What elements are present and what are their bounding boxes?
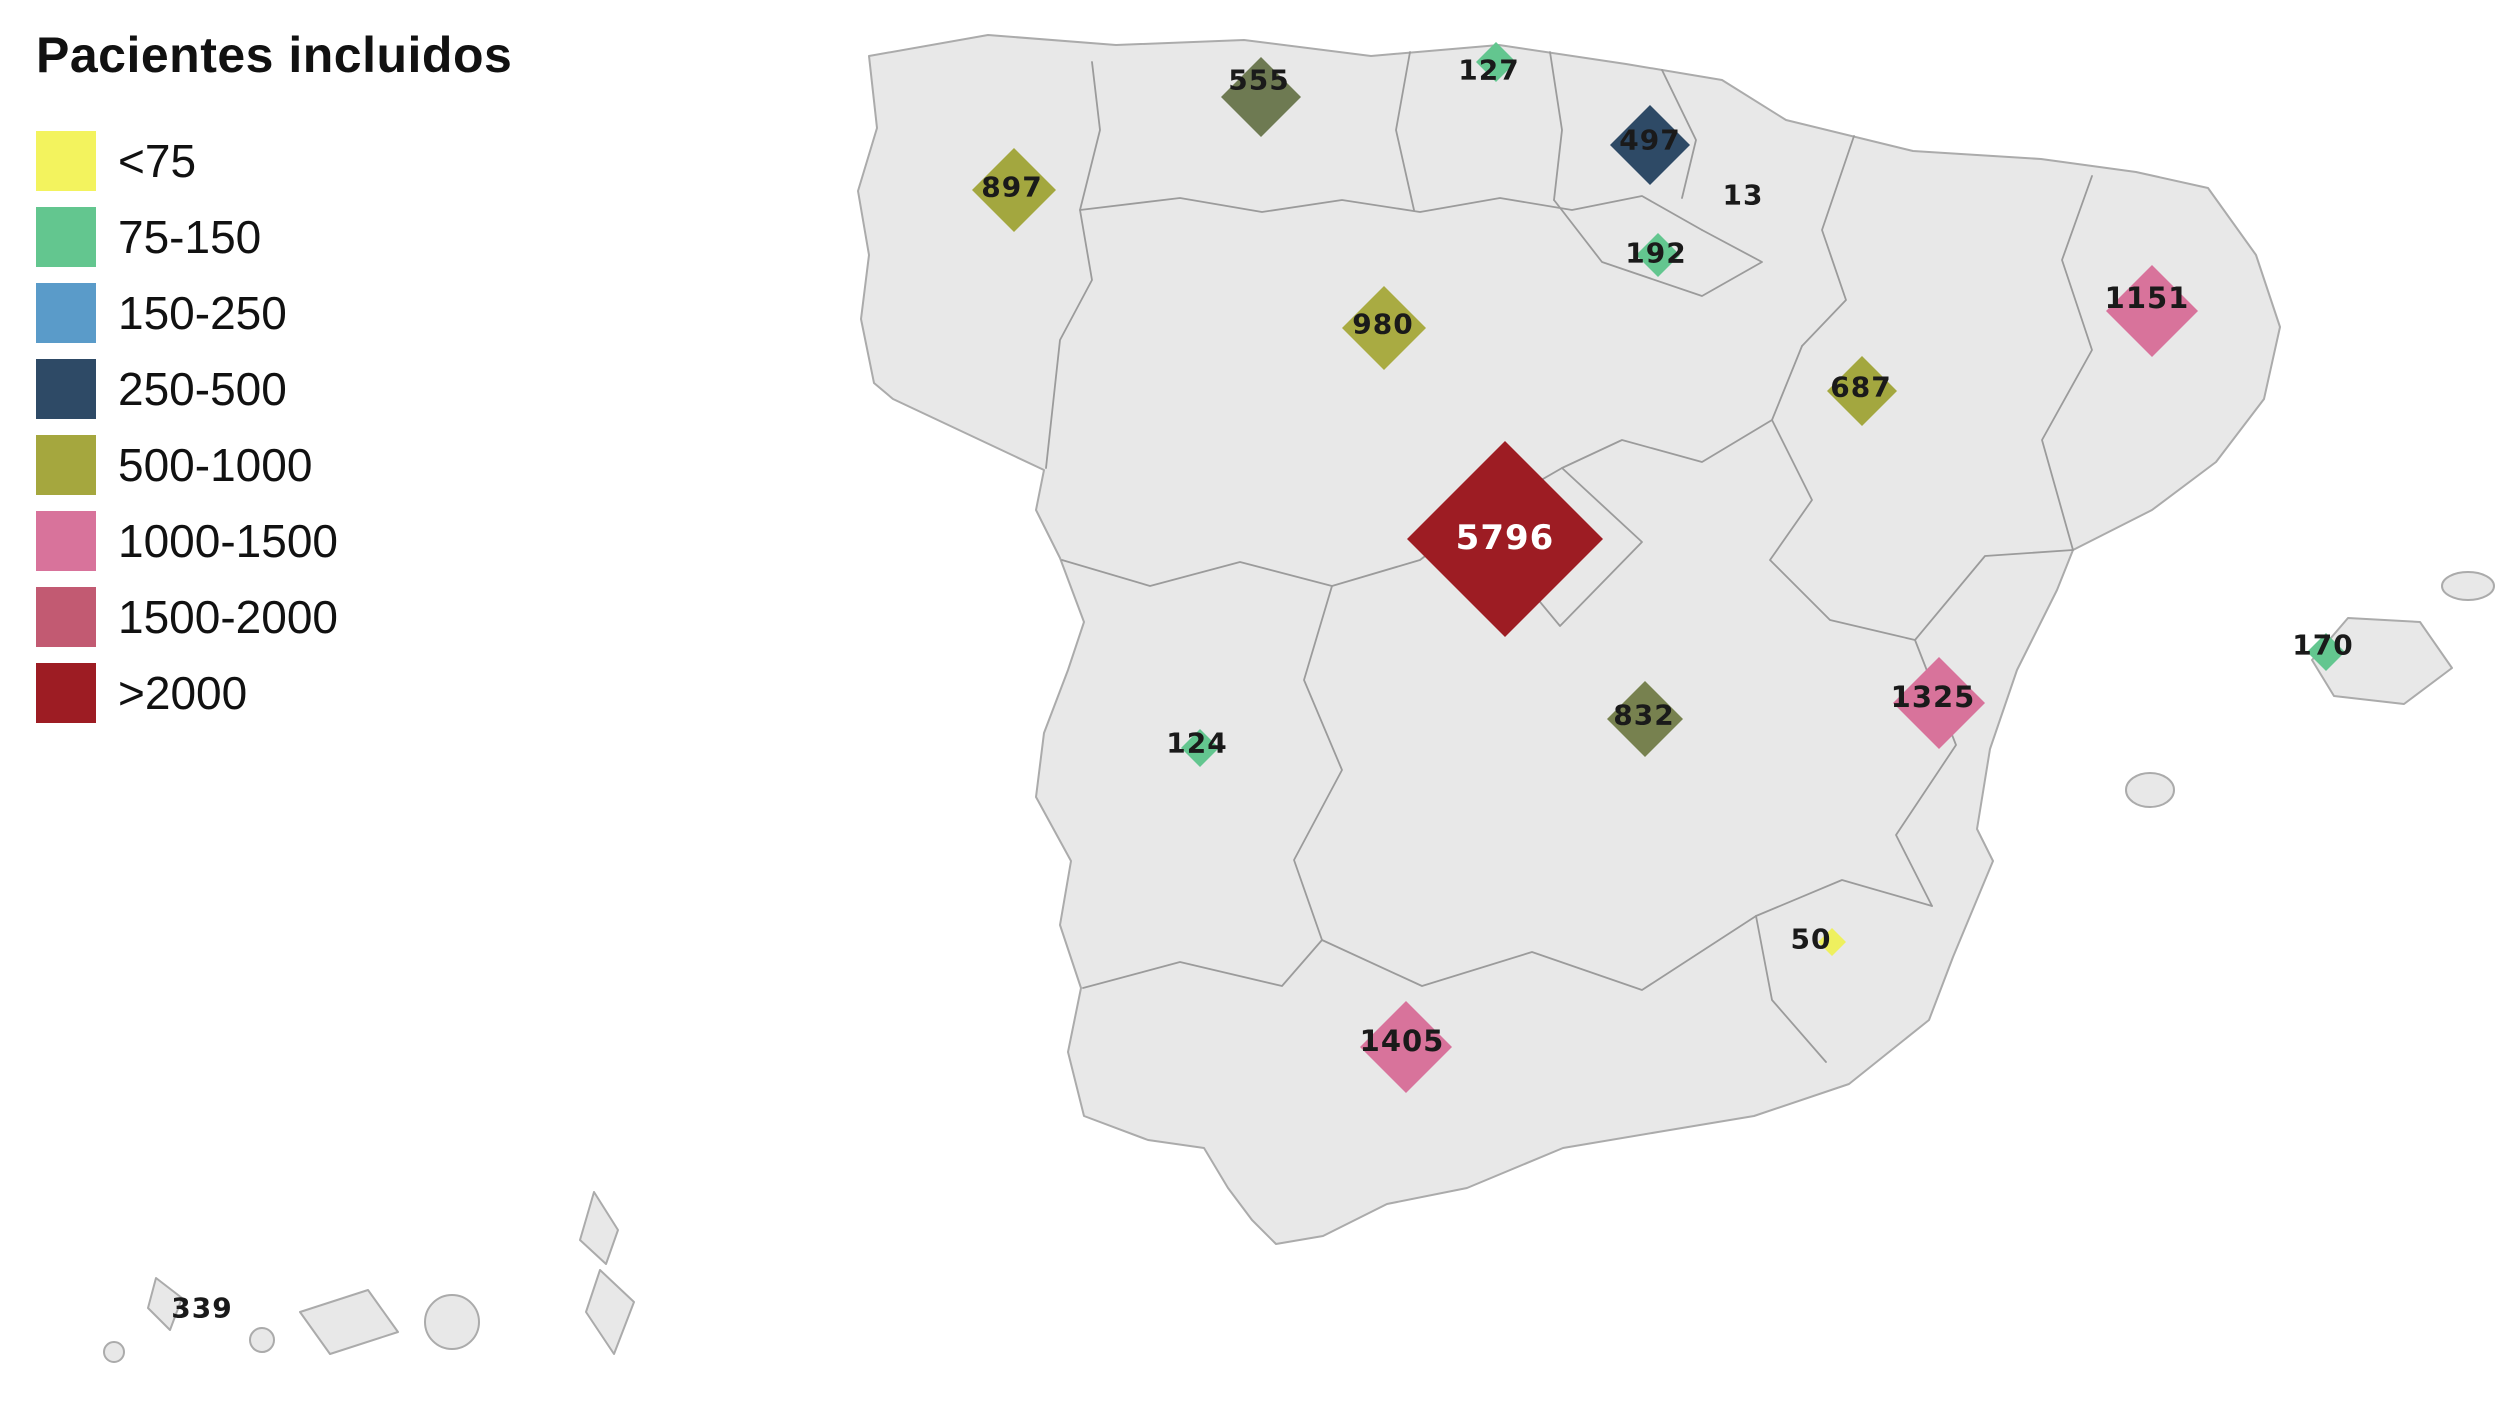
legend-item: 250-500 [36,359,512,419]
legend-swatch [36,283,96,343]
lanzarote-island [579,1191,619,1265]
balearic-islands [2125,571,2495,808]
border-basque-navarra [1661,69,1697,199]
marker-label-170: 170 [2292,629,2353,662]
marker-label-1325: 1325 [1891,680,1976,714]
marker-diamond-687 [1827,356,1897,426]
legend-swatch [36,131,96,191]
legend-item: 500-1000 [36,435,512,495]
fuerteventura-island [585,1269,635,1355]
tenerife-island [299,1289,399,1355]
marker-label-897: 897 [981,171,1042,204]
marker-label-124: 124 [1166,727,1227,760]
legend-item: 1000-1500 [36,511,512,571]
legend-label: 1000-1500 [118,515,338,567]
marker-diamond-1405 [1360,1001,1452,1093]
border-navarra-aragon [1801,135,1855,347]
marker-layer: 555 127 497 13 897 192 980 1151 687 5796 832 1325 12… [171,42,2353,1325]
legend-label: 75-150 [118,211,262,263]
legend-swatch [36,207,96,267]
legend-item: 75-150 [36,207,512,267]
marker-label-980: 980 [1352,308,1413,341]
marker-label-50: 50 [1791,923,1832,956]
marker-diamond-832 [1607,681,1683,757]
border-extremadura-east [1293,585,1343,941]
border-aragon-west [1769,345,1916,641]
marker-diamond-5796 [1407,441,1603,637]
legend: Pacientes incluidos <75 75-150 150-250 250-… [36,28,512,739]
legend-label: 250-500 [118,363,287,415]
marker-diamond-124 [1181,729,1219,767]
legend-item: <75 [36,131,512,191]
marker-label-1151: 1151 [2105,281,2190,315]
marker-diamond-170 [2307,633,2345,671]
legend-swatch [36,435,96,495]
legend-label: 1500-2000 [118,591,338,643]
legend-label: 150-250 [118,287,287,339]
border-murcia-north [1755,879,1933,917]
legend-title: Pacientes incluidos [36,27,513,83]
border-andalusia-north [1082,915,1757,991]
border-murcia-west [1755,915,1827,1063]
marker-label-1405: 1405 [1360,1024,1445,1058]
legend-item: 150-250 [36,283,512,343]
legend-swatch [36,587,96,647]
el-hierro-island [103,1341,125,1363]
legend-label: >2000 [118,667,248,719]
marker-diamond-50 [1818,928,1846,956]
marker-label-339: 339 [171,1292,232,1325]
border-galicia [1045,61,1101,469]
legend-items: <75 75-150 150-250 250-500 500-1000 1000-1500… [36,131,512,723]
la-palma-island [147,1277,183,1331]
border-guadalajara-north [1561,419,1773,469]
marker-diamond-1151 [2106,265,2198,357]
marker-label-497: 497 [1619,124,1680,157]
marker-diamond-1325 [1893,657,1985,749]
marker-diamond-192 [1636,233,1680,277]
marker-diamond-980 [1342,286,1426,370]
marker-label-192: 192 [1625,237,1686,270]
marker-label-832: 832 [1613,699,1674,732]
marker-label-555: 555 [1228,64,1289,97]
mainland-spain [857,34,2281,1245]
legend-item: >2000 [36,663,512,723]
marker-diamond-127 [1476,42,1516,82]
legend-label: 500-1000 [118,439,313,491]
gran-canaria-island [424,1294,480,1350]
border-cantabria-basque [1549,51,1563,201]
canary-islands [103,1191,635,1363]
marker-label-5796: 5796 [1456,518,1555,558]
border-aragon-catalonia [2041,175,2093,551]
marker-label-13: 13 [1723,179,1764,212]
border-north-strip [1079,195,1703,231]
la-gomera-island [249,1327,275,1353]
landmasses [103,34,2495,1363]
legend-swatch [36,663,96,723]
legend-item: 1500-2000 [36,587,512,647]
marker-label-687: 687 [1830,371,1891,404]
marker-diamond-497 [1610,105,1690,185]
border-rioja [1553,199,1763,297]
legend-label: <75 [118,135,197,187]
menorca-island [2441,571,2495,601]
legend-swatch [36,359,96,419]
marker-diamond-897 [972,148,1056,232]
border-asturias-cantabria [1395,51,1415,211]
marker-label-127: 127 [1458,54,1519,87]
legend-swatch [36,511,96,571]
ibiza-island [2125,772,2175,808]
marker-diamond-555 [1221,57,1301,137]
mallorca-island [2311,617,2453,705]
